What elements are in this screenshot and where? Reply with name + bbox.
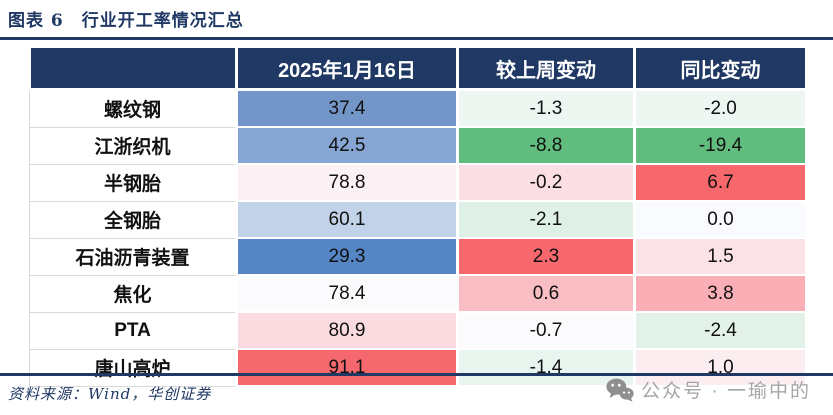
row-label: PTA: [29, 311, 238, 350]
rate-cell: 37.4: [235, 88, 459, 128]
row-label: 唐山高炉: [29, 348, 238, 387]
wow-cell: -8.8: [456, 126, 636, 165]
rate-cell: 91.1: [235, 348, 459, 387]
watermark-text: 公众号 · 一瑜中的: [641, 381, 811, 402]
rate-cell: 80.9: [235, 311, 459, 350]
wow-cell: -1.4: [456, 348, 636, 387]
wow-cell: -2.1: [456, 200, 636, 239]
yoy-cell: 0.0: [633, 200, 808, 239]
table-row: 半钢胎 78.8 -0.2 6.7: [29, 163, 808, 202]
row-label: 半钢胎: [29, 163, 238, 202]
table-row: PTA 80.9 -0.7 -2.4: [29, 311, 808, 350]
yoy-cell: 1.0: [633, 348, 808, 387]
table-row: 江浙织机 42.5 -8.8 -19.4: [29, 126, 808, 165]
header-blank-cell: [28, 48, 238, 91]
yoy-cell: 3.8: [633, 274, 808, 313]
source-note: 资料来源：Wind，华创证券: [8, 385, 212, 403]
yoy-cell: 1.5: [633, 237, 808, 276]
figure-title: 图表 6 行业开工率情况汇总: [8, 11, 244, 31]
header-row: 2025年1月16日 较上周变动 同比变动: [28, 48, 808, 91]
row-label: 江浙织机: [29, 126, 238, 165]
table-row: 石油沥青装置 29.3 2.3 1.5: [29, 237, 808, 276]
wow-cell: -0.7: [456, 311, 636, 350]
wow-cell: 2.3: [456, 237, 636, 276]
wow-cell: -1.3: [456, 88, 636, 128]
title-underline: [0, 37, 833, 40]
yoy-cell: 6.7: [633, 163, 808, 202]
wow-cell: -0.2: [456, 163, 636, 202]
yoy-cell: -19.4: [633, 126, 808, 165]
rate-cell: 29.3: [235, 237, 459, 276]
operating-rate-table: 2025年1月16日 较上周变动 同比变动 螺纹钢 37.4 -1.3 -2.0…: [28, 48, 808, 387]
header-wow-cell: 较上周变动: [456, 48, 636, 91]
wow-cell: 0.6: [456, 274, 636, 313]
rate-cell: 42.5: [235, 126, 459, 165]
row-label: 焦化: [29, 274, 238, 313]
table-row: 焦化 78.4 0.6 3.8: [29, 274, 808, 313]
yoy-cell: -2.4: [633, 311, 808, 350]
table-row: 唐山高炉 91.1 -1.4 1.0: [29, 348, 808, 387]
rate-cell: 78.4: [235, 274, 459, 313]
row-label: 螺纹钢: [29, 89, 238, 128]
header-yoy-cell: 同比变动: [633, 48, 808, 91]
yoy-cell: -2.0: [633, 88, 808, 128]
rate-cell: 60.1: [235, 200, 459, 239]
watermark: 公众号 · 一瑜中的: [606, 376, 811, 403]
footer-rule: [0, 373, 833, 376]
rate-cell: 78.8: [235, 163, 459, 202]
row-label: 全钢胎: [29, 200, 238, 239]
row-label: 石油沥青装置: [29, 237, 238, 276]
table-row: 螺纹钢 37.4 -1.3 -2.0: [29, 88, 808, 128]
header-date-cell: 2025年1月16日: [235, 48, 459, 91]
table-row: 全钢胎 60.1 -2.1 0.0: [29, 200, 808, 239]
wechat-icon: [606, 378, 634, 402]
